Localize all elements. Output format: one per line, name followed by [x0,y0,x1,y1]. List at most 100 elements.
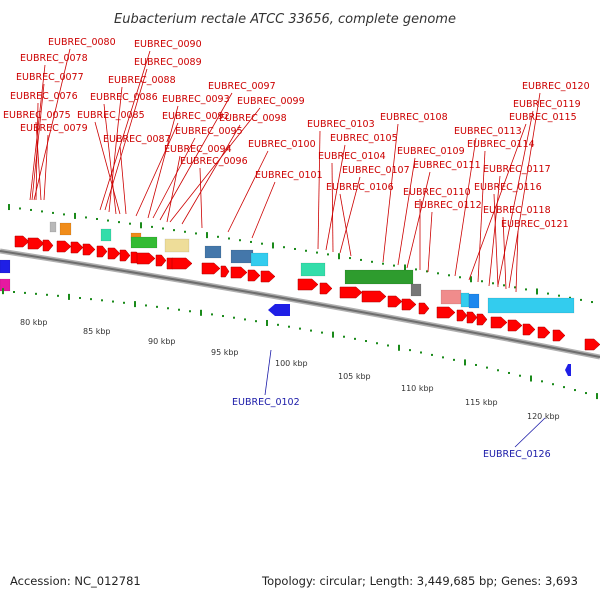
scale-label: 115 kbp [465,398,498,407]
forward-gene-label[interactable]: EUBREC_0103 [307,119,375,130]
feature-box [460,292,470,308]
forward-gene-label[interactable]: EUBREC_0101 [255,170,323,181]
inner-tick [90,298,92,301]
label-leader-line [199,167,203,229]
forward-gene-label[interactable]: EUBREC_0079 [20,123,88,134]
forward-gene-label[interactable]: EUBREC_0089 [134,57,202,68]
outer-tick [239,239,241,242]
forward-gene-arrow [456,309,468,322]
feature-track [0,221,575,314]
outer-tick [426,270,428,273]
forward-gene-arrow [171,257,193,270]
forward-gene-label[interactable]: EUBREC_0111 [413,160,481,171]
outer-tick [129,222,131,225]
forward-gene-label[interactable]: EUBREC_0080 [48,37,116,48]
forward-gene-label[interactable]: EUBREC_0096 [180,156,248,167]
forward-gene-label[interactable]: EUBREC_0094 [164,144,232,155]
forward-gene-label[interactable]: EUBREC_0113 [454,126,522,137]
feature-box [300,262,326,277]
forward-gene-label[interactable]: EUBREC_0106 [326,182,394,193]
reverse-gene-label[interactable]: EUBREC_0102 [232,397,300,408]
forward-gene-label[interactable]: EUBREC_0115 [509,112,577,123]
forward-gene-label[interactable]: EUBREC_0104 [318,151,386,162]
outer-tick [371,260,373,263]
outer-tick [470,276,472,283]
outer-tick [448,274,450,277]
inner-tick [354,337,356,340]
label-leader-line [427,211,433,273]
outer-tick [184,230,186,233]
forward-gene-label[interactable]: EUBREC_0119 [513,99,581,110]
label-leader-line [135,122,179,217]
label-leader-line [317,130,321,250]
forward-gene-arrow [552,329,566,342]
outer-tick [360,258,362,261]
outer-tick [96,217,98,220]
label-leader-line [99,50,151,211]
inner-tick [244,318,246,321]
inner-tick [288,325,290,328]
forward-gene-label[interactable]: EUBREC_0076 [10,91,78,102]
outer-tick [8,204,10,211]
label-leader-line [454,137,477,277]
forward-gene-label[interactable]: EUBREC_0098 [219,113,287,124]
outer-tick [591,301,593,304]
forward-gene-label[interactable]: EUBREC_0097 [208,81,276,92]
forward-gene-label[interactable]: EUBREC_0077 [16,72,84,83]
outer-tick [514,286,516,289]
gene-labels: EUBREC_0080 EUBREC_0078 EUBREC_0077 EUBREC_… [3,37,590,460]
forward-gene-label[interactable]: EUBREC_0109 [397,146,465,157]
forward-gene-label[interactable]: EUBREC_0118 [483,205,551,216]
forward-gene-label[interactable]: EUBREC_0116 [474,182,542,193]
outer-tick [536,288,538,295]
label-leader-line [35,121,42,201]
inner-tick [233,316,235,319]
outer-tick [30,208,32,211]
inner-tick [79,296,81,299]
forward-gene-label[interactable]: EUBREC_0095 [175,126,243,137]
forward-gene-label[interactable]: EUBREC_0110 [403,187,471,198]
forward-gene-label[interactable]: EUBREC_0117 [483,164,551,175]
forward-gene-label[interactable]: EUBREC_0093 [162,94,230,105]
label-leader-line [406,171,431,269]
forward-gene-label[interactable]: EUBREC_0108 [380,112,448,123]
forward-gene-arrow [247,269,261,282]
inner-tick [541,380,543,383]
label-leader-line [251,181,276,239]
forward-gene-label[interactable]: EUBREC_0092 [162,111,230,122]
forward-gene-label[interactable]: EUBREC_0114 [467,139,535,150]
forward-gene-label[interactable]: EUBREC_0087 [103,134,171,145]
inner-tick [255,320,257,323]
label-leader-line [119,145,127,215]
forward-gene-label[interactable]: EUBREC_0121 [501,219,569,230]
forward-gene-label[interactable]: EUBREC_0085 [77,110,145,121]
forward-gene-label[interactable]: EUBREC_0099 [237,96,305,107]
forward-gene-label[interactable]: EUBREC_0105 [330,133,398,144]
forward-gene-label[interactable]: EUBREC_0088 [108,75,176,86]
outer-tick [305,249,307,252]
inner-tick [563,386,565,389]
inner-tick [310,329,312,332]
reverse-gene-label[interactable]: EUBREC_0126 [483,449,551,460]
forward-gene-label[interactable]: EUBREC_0075 [3,110,71,121]
forward-gene-label[interactable]: EUBREC_0100 [248,139,316,150]
forward-gene-arrow [297,278,319,291]
inner-tick [13,291,15,294]
forward-gene-label[interactable]: EUBREC_0107 [342,165,410,176]
forward-gene-arrow [401,298,417,311]
forward-gene-label[interactable]: EUBREC_0090 [134,39,202,50]
label-leader-line [493,193,499,288]
feature-box [344,269,414,285]
forward-gene-arrow [466,311,478,324]
forward-gene-label[interactable]: EUBREC_0086 [90,92,158,103]
inner-tick [332,331,334,338]
inner-tick [398,344,400,351]
outer-tick [151,225,153,228]
scale-label: 100 kbp [275,359,308,368]
forward-gene-label[interactable]: EUBREC_0120 [522,81,590,92]
inner-tick [585,392,587,395]
inner-tick [101,299,103,302]
forward-gene-label[interactable]: EUBREC_0112 [414,200,482,211]
forward-gene-label[interactable]: EUBREC_0078 [20,53,88,64]
